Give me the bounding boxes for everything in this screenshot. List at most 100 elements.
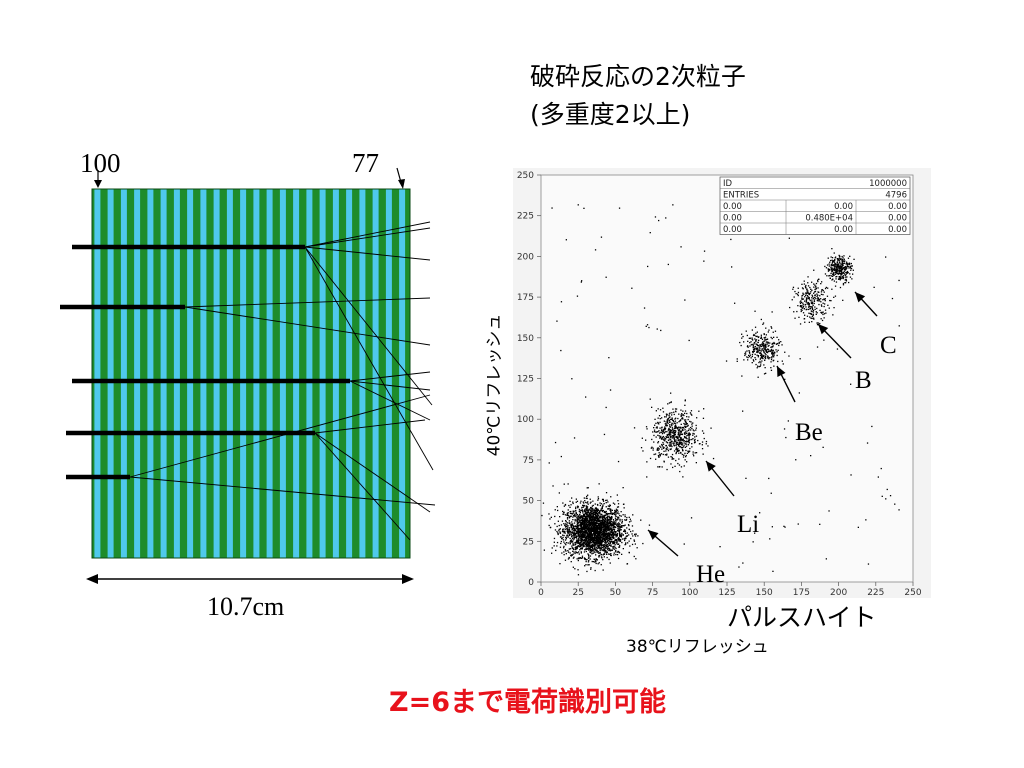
x-tick-label: 200: [830, 588, 847, 598]
scatter-point: [565, 525, 567, 527]
scatter-point: [605, 529, 607, 531]
scatter-point: [588, 564, 590, 566]
scatter-point: [607, 532, 609, 534]
scatter-point: [690, 410, 693, 412]
scatter-point: [582, 533, 584, 535]
scatter-point: [615, 511, 617, 513]
scatter-point: [852, 269, 854, 271]
scatter-point: [832, 273, 834, 275]
scatter-point: [619, 535, 621, 537]
scatter-point: [618, 551, 620, 553]
scatter-point: [592, 528, 594, 530]
scatter-point: [590, 501, 592, 503]
scatter-point: [691, 414, 693, 416]
scatter-point: [657, 431, 659, 433]
scatter-point: [585, 560, 587, 563]
scatter-point: [601, 539, 603, 542]
scatter-point: [562, 513, 564, 515]
scatter-point: [837, 260, 839, 262]
scatter-point: [577, 538, 580, 540]
scatter-point: [806, 292, 808, 295]
scatter-point: [659, 421, 661, 423]
scatter-point: [573, 551, 575, 553]
scatter-point: [851, 265, 853, 267]
scatter-point: [828, 268, 831, 271]
scatter-point: [576, 546, 578, 548]
scatter-point: [588, 554, 590, 556]
scatter-point: [567, 509, 569, 511]
scatter-point: [771, 342, 774, 345]
scatter-point: [666, 454, 668, 456]
scatter-point: [595, 541, 598, 544]
scatter-point: [823, 305, 825, 308]
scatter-point: [669, 426, 671, 428]
scatter-point: [814, 284, 816, 286]
scatter-point: [661, 437, 663, 440]
x-tick-label: 175: [793, 588, 810, 598]
scatter-point: [578, 537, 580, 539]
scatter-point: [584, 534, 586, 536]
scatter-point: [660, 431, 662, 433]
x-tick-label: 250: [904, 588, 921, 598]
scatter-point: [848, 263, 850, 265]
scatter-point: [575, 514, 577, 517]
scatter-point: [593, 512, 595, 514]
scatter-point: [831, 279, 833, 281]
scatter-point: [678, 444, 680, 446]
scatter-point: [587, 532, 589, 535]
scatter-point: [680, 431, 682, 433]
noise-point: [636, 547, 638, 549]
fragment-track: [349, 380, 431, 391]
scatter-point: [670, 442, 672, 444]
scatter-point: [597, 520, 599, 522]
scatter-point: [759, 344, 761, 346]
scatter-point: [620, 536, 622, 538]
scatter-point: [675, 444, 677, 446]
scatter-point: [686, 438, 688, 440]
scatter-point: [584, 508, 586, 510]
scatter-point: [835, 271, 837, 273]
scatter-point: [692, 453, 694, 455]
scatter-point: [664, 454, 667, 456]
scatter-point: [654, 431, 656, 433]
noise-point: [889, 495, 892, 497]
scatter-point: [618, 537, 620, 539]
scatter-point: [754, 338, 756, 340]
scatter-point: [605, 544, 607, 547]
scatter-point: [608, 547, 610, 550]
scatter-point: [607, 546, 609, 548]
scatter-point: [586, 487, 588, 489]
scatter-point: [773, 365, 775, 367]
scatter-point: [818, 291, 820, 293]
scatter-point: [606, 556, 608, 559]
conclusion-note: Z=6まで電荷識別可能: [389, 687, 666, 718]
scatter-point: [580, 524, 582, 527]
scatter-point: [598, 545, 600, 548]
scatter-point: [561, 552, 563, 554]
scatter-point: [602, 554, 604, 556]
x-tick-label: 0: [538, 588, 544, 598]
scatter-point: [801, 287, 804, 289]
scatter-point: [580, 534, 582, 536]
scatter-point: [836, 275, 838, 278]
scatter-point: [597, 541, 600, 543]
scatter-point: [679, 433, 681, 435]
noise-point: [784, 526, 786, 528]
scatter-point: [773, 354, 775, 356]
scatter-point: [599, 528, 601, 530]
noise-point: [738, 566, 740, 568]
scatter-point: [584, 526, 586, 528]
scatter-point: [587, 503, 589, 505]
scatter-point: [657, 442, 659, 444]
scatter-point: [683, 414, 685, 417]
scatter-point: [613, 534, 615, 536]
scatter-point: [756, 354, 758, 356]
scatter-point: [605, 547, 607, 549]
scatter-point: [850, 265, 852, 267]
scatter-point: [683, 432, 686, 434]
scatter-point: [773, 359, 775, 361]
scatter-point: [600, 545, 603, 547]
noise-point: [813, 269, 815, 271]
scatter-point: [607, 508, 609, 510]
scatter-point: [571, 532, 573, 534]
